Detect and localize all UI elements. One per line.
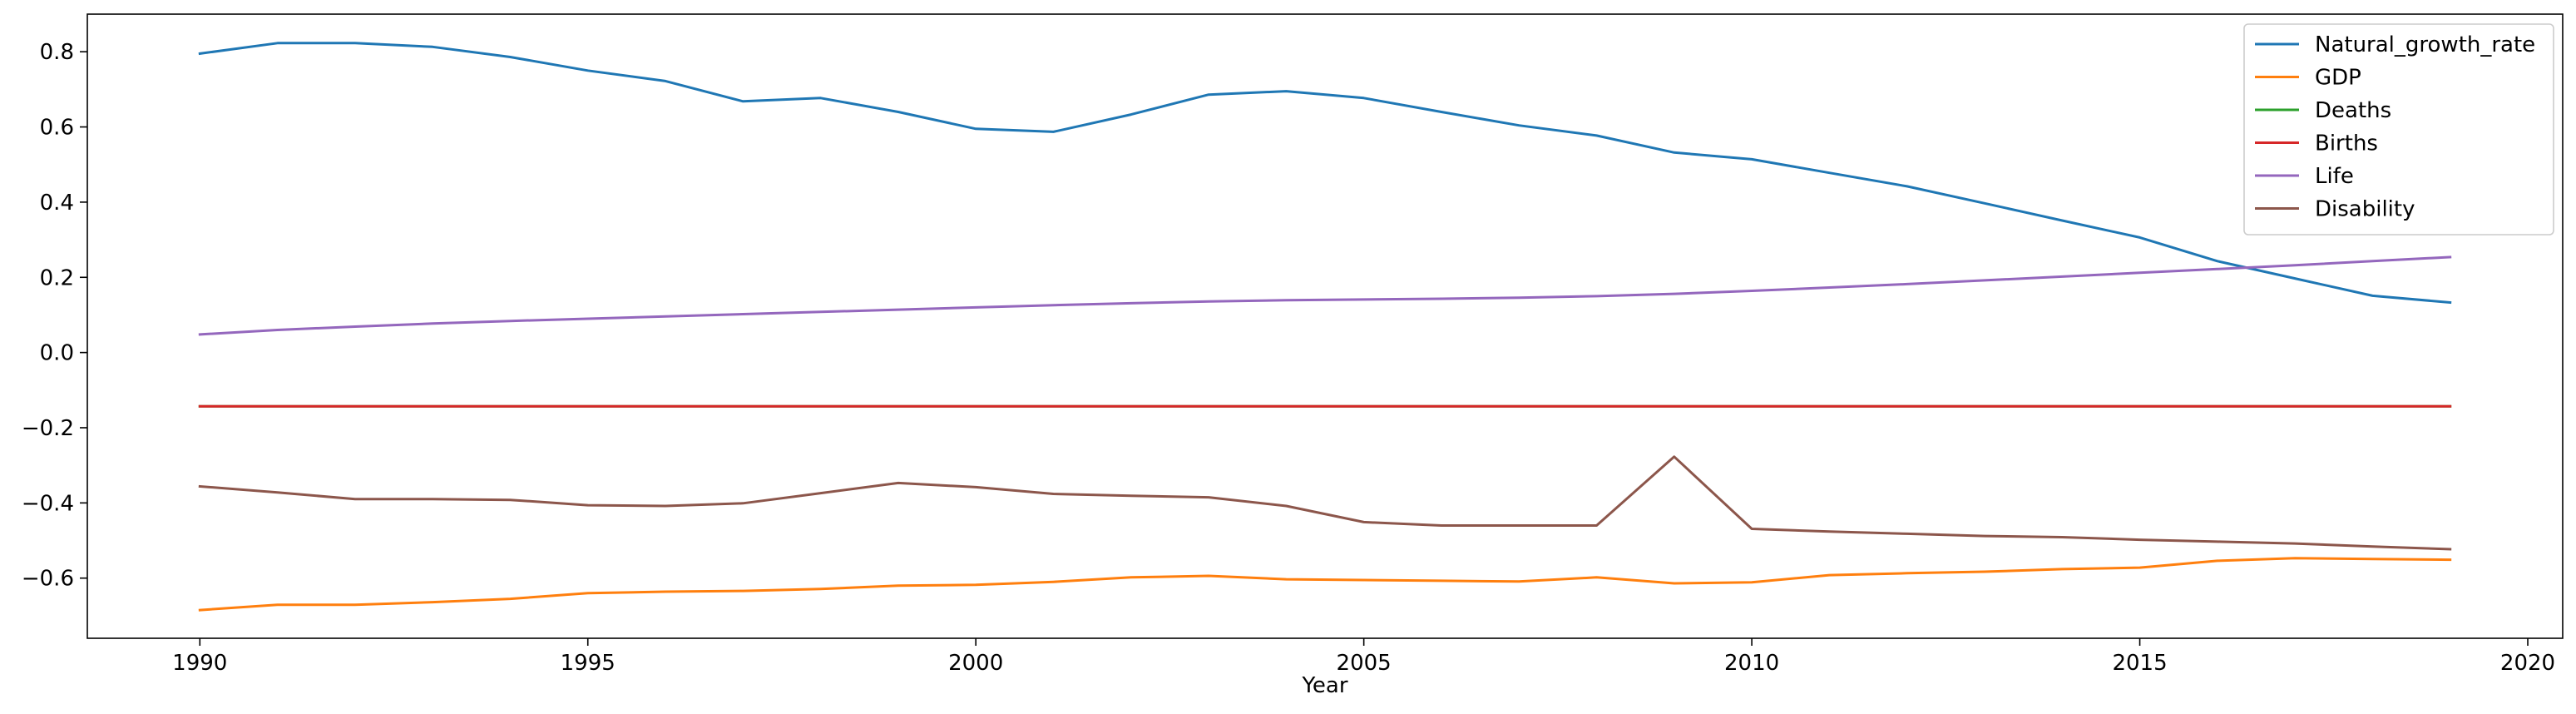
- plot-frame: [87, 13, 2564, 639]
- legend-label: Natural_growth_rate: [2315, 32, 2535, 57]
- legend-label: GDP: [2315, 66, 2361, 91]
- legend-label: Life: [2315, 164, 2354, 189]
- series-line-natural-growth-rate: [198, 42, 2452, 305]
- legend-box: [2243, 23, 2554, 236]
- y-tick-label: −0.6: [22, 567, 74, 592]
- x-tick-label: 1995: [561, 651, 616, 676]
- y-tick-label: 0.4: [40, 191, 74, 216]
- y-tick-label: 0.8: [40, 40, 74, 65]
- y-axis: −0.6 −0.4 −0.2 0.0 0.2 0.4 0.6 0.8: [22, 40, 87, 592]
- y-tick-label: −0.4: [22, 491, 74, 516]
- legend-label: Deaths: [2315, 98, 2391, 123]
- plot-series-group: [198, 42, 2452, 612]
- series-line-life: [198, 255, 2452, 336]
- x-axis-title: Year: [1301, 673, 1347, 698]
- x-tick-label: 2020: [2500, 651, 2555, 676]
- y-tick-label: 0.0: [40, 341, 74, 366]
- x-axis: 1990 1995 2000 2005 2010 2015 2020: [172, 638, 2555, 676]
- series-line-disability: [198, 455, 2452, 551]
- legend-label: Disability: [2315, 197, 2415, 222]
- legend-label: Births: [2315, 131, 2378, 156]
- legend: Natural_growth_rate GDP Deaths Births Life Di…: [2243, 23, 2554, 236]
- x-tick-label: 2005: [1337, 651, 1392, 676]
- y-tick-label: 0.6: [40, 116, 74, 141]
- y-tick-label: 0.2: [40, 265, 74, 290]
- x-tick-label: 2000: [948, 651, 1003, 676]
- x-tick-label: 2015: [2112, 651, 2167, 676]
- y-tick-label: −0.2: [22, 416, 74, 441]
- x-tick-label: 2010: [1724, 651, 1779, 676]
- x-tick-label: 1990: [172, 651, 227, 676]
- series-line-gdp: [198, 557, 2452, 612]
